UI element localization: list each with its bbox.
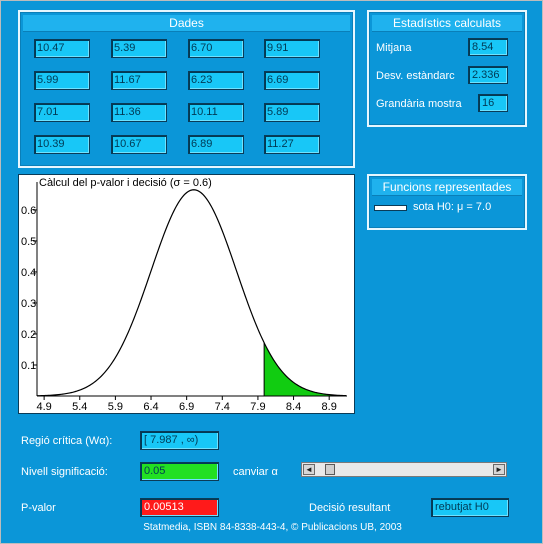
- slider-thumb[interactable]: [325, 464, 336, 475]
- dades-cell[interactable]: 6.69: [264, 71, 320, 90]
- dades-cell[interactable]: 9.91: [264, 39, 320, 58]
- mitjana-label: Mitjana: [376, 42, 412, 54]
- estadistics-title: Estadístics calculats: [372, 15, 522, 32]
- x-tick-label: 6.4: [143, 401, 158, 413]
- chart-title: Càlcul del p-valor i decisió (σ = 0.6): [39, 177, 212, 189]
- y-tick-label: 0.4: [21, 267, 36, 279]
- slider-right-arrow-icon[interactable]: ►: [493, 464, 505, 475]
- regio-label: Regió crítica (Wα):: [21, 435, 113, 447]
- dades-cell[interactable]: 6.89: [188, 135, 244, 154]
- funcions-panel: Funcions representades: [367, 174, 527, 230]
- pvalue-chart: Càlcul del p-valor i decisió (σ = 0.6) 4…: [18, 174, 355, 414]
- desv-label: Desv. estàndarc: [376, 70, 455, 82]
- x-tick-label: 7.9: [250, 401, 265, 413]
- desv-value: 2.336: [468, 66, 508, 84]
- x-tick-label: 7.4: [215, 401, 230, 413]
- x-tick-label: 8.4: [286, 401, 301, 413]
- dades-cell[interactable]: 6.70: [188, 39, 244, 58]
- decisio-label: Decisió resultant: [309, 502, 391, 514]
- x-tick-label: 5.9: [108, 401, 123, 413]
- dades-cell[interactable]: 5.99: [34, 71, 90, 90]
- y-tick-label: 0.2: [21, 329, 36, 341]
- grandaria-label: Grandària mostra: [376, 98, 462, 110]
- dades-cell[interactable]: 10.39: [34, 135, 90, 154]
- critical-region-fill: [264, 342, 347, 396]
- y-tick-label: 0.3: [21, 298, 36, 310]
- dades-panel: Dades: [18, 10, 355, 168]
- x-tick-label: 4.9: [36, 401, 51, 413]
- grandaria-value: 16: [478, 94, 508, 112]
- dades-cell[interactable]: 6.23: [188, 71, 244, 90]
- x-tick-label: 8.9: [322, 401, 337, 413]
- x-tick-label: 6.9: [179, 401, 194, 413]
- mitjana-value: 8.54: [468, 38, 508, 56]
- pvalor-label: P-valor: [21, 502, 56, 514]
- dades-cell[interactable]: 10.11: [188, 103, 244, 122]
- decisio-value: rebutjat H0: [431, 498, 509, 517]
- y-tick-label: 0.6: [21, 205, 36, 217]
- legend-label: sota H0: μ = 7.0: [413, 201, 492, 213]
- dades-cell[interactable]: 10.47: [34, 39, 90, 58]
- dades-cell[interactable]: 5.89: [264, 103, 320, 122]
- alpha-slider[interactable]: ◄ ►: [301, 462, 507, 477]
- estadistics-panel: Estadístics calculats: [367, 10, 527, 127]
- pvalor-value: 0.00513: [140, 498, 219, 517]
- footer-credits: Statmedia, ISBN 84-8338-443-4, © Publica…: [143, 522, 402, 533]
- dades-cell[interactable]: 11.27: [264, 135, 320, 154]
- dades-cell[interactable]: 11.36: [111, 103, 167, 122]
- legend-swatch: [374, 205, 407, 211]
- y-tick-label: 0.1: [21, 360, 36, 372]
- nivell-label: Nivell significació:: [21, 466, 108, 478]
- regio-value: [ 7.987 , ∞): [140, 431, 219, 450]
- dades-cell[interactable]: 7.01: [34, 103, 90, 122]
- y-tick-label: 0.5: [21, 236, 36, 248]
- chart-svg: Càlcul del p-valor i decisió (σ = 0.6) 4…: [21, 177, 347, 413]
- canviar-alpha-label: canviar α: [233, 466, 278, 478]
- dades-cell[interactable]: 5.39: [111, 39, 167, 58]
- nivell-value[interactable]: 0.05: [140, 462, 219, 481]
- funcions-title: Funcions representades: [372, 179, 522, 196]
- x-tick-label: 5.4: [72, 401, 87, 413]
- dades-cell[interactable]: 10.67: [111, 135, 167, 154]
- dades-title: Dades: [23, 15, 350, 32]
- slider-left-arrow-icon[interactable]: ◄: [303, 464, 315, 475]
- dades-cell[interactable]: 11.67: [111, 71, 167, 90]
- density-curve-h0: [36, 189, 347, 397]
